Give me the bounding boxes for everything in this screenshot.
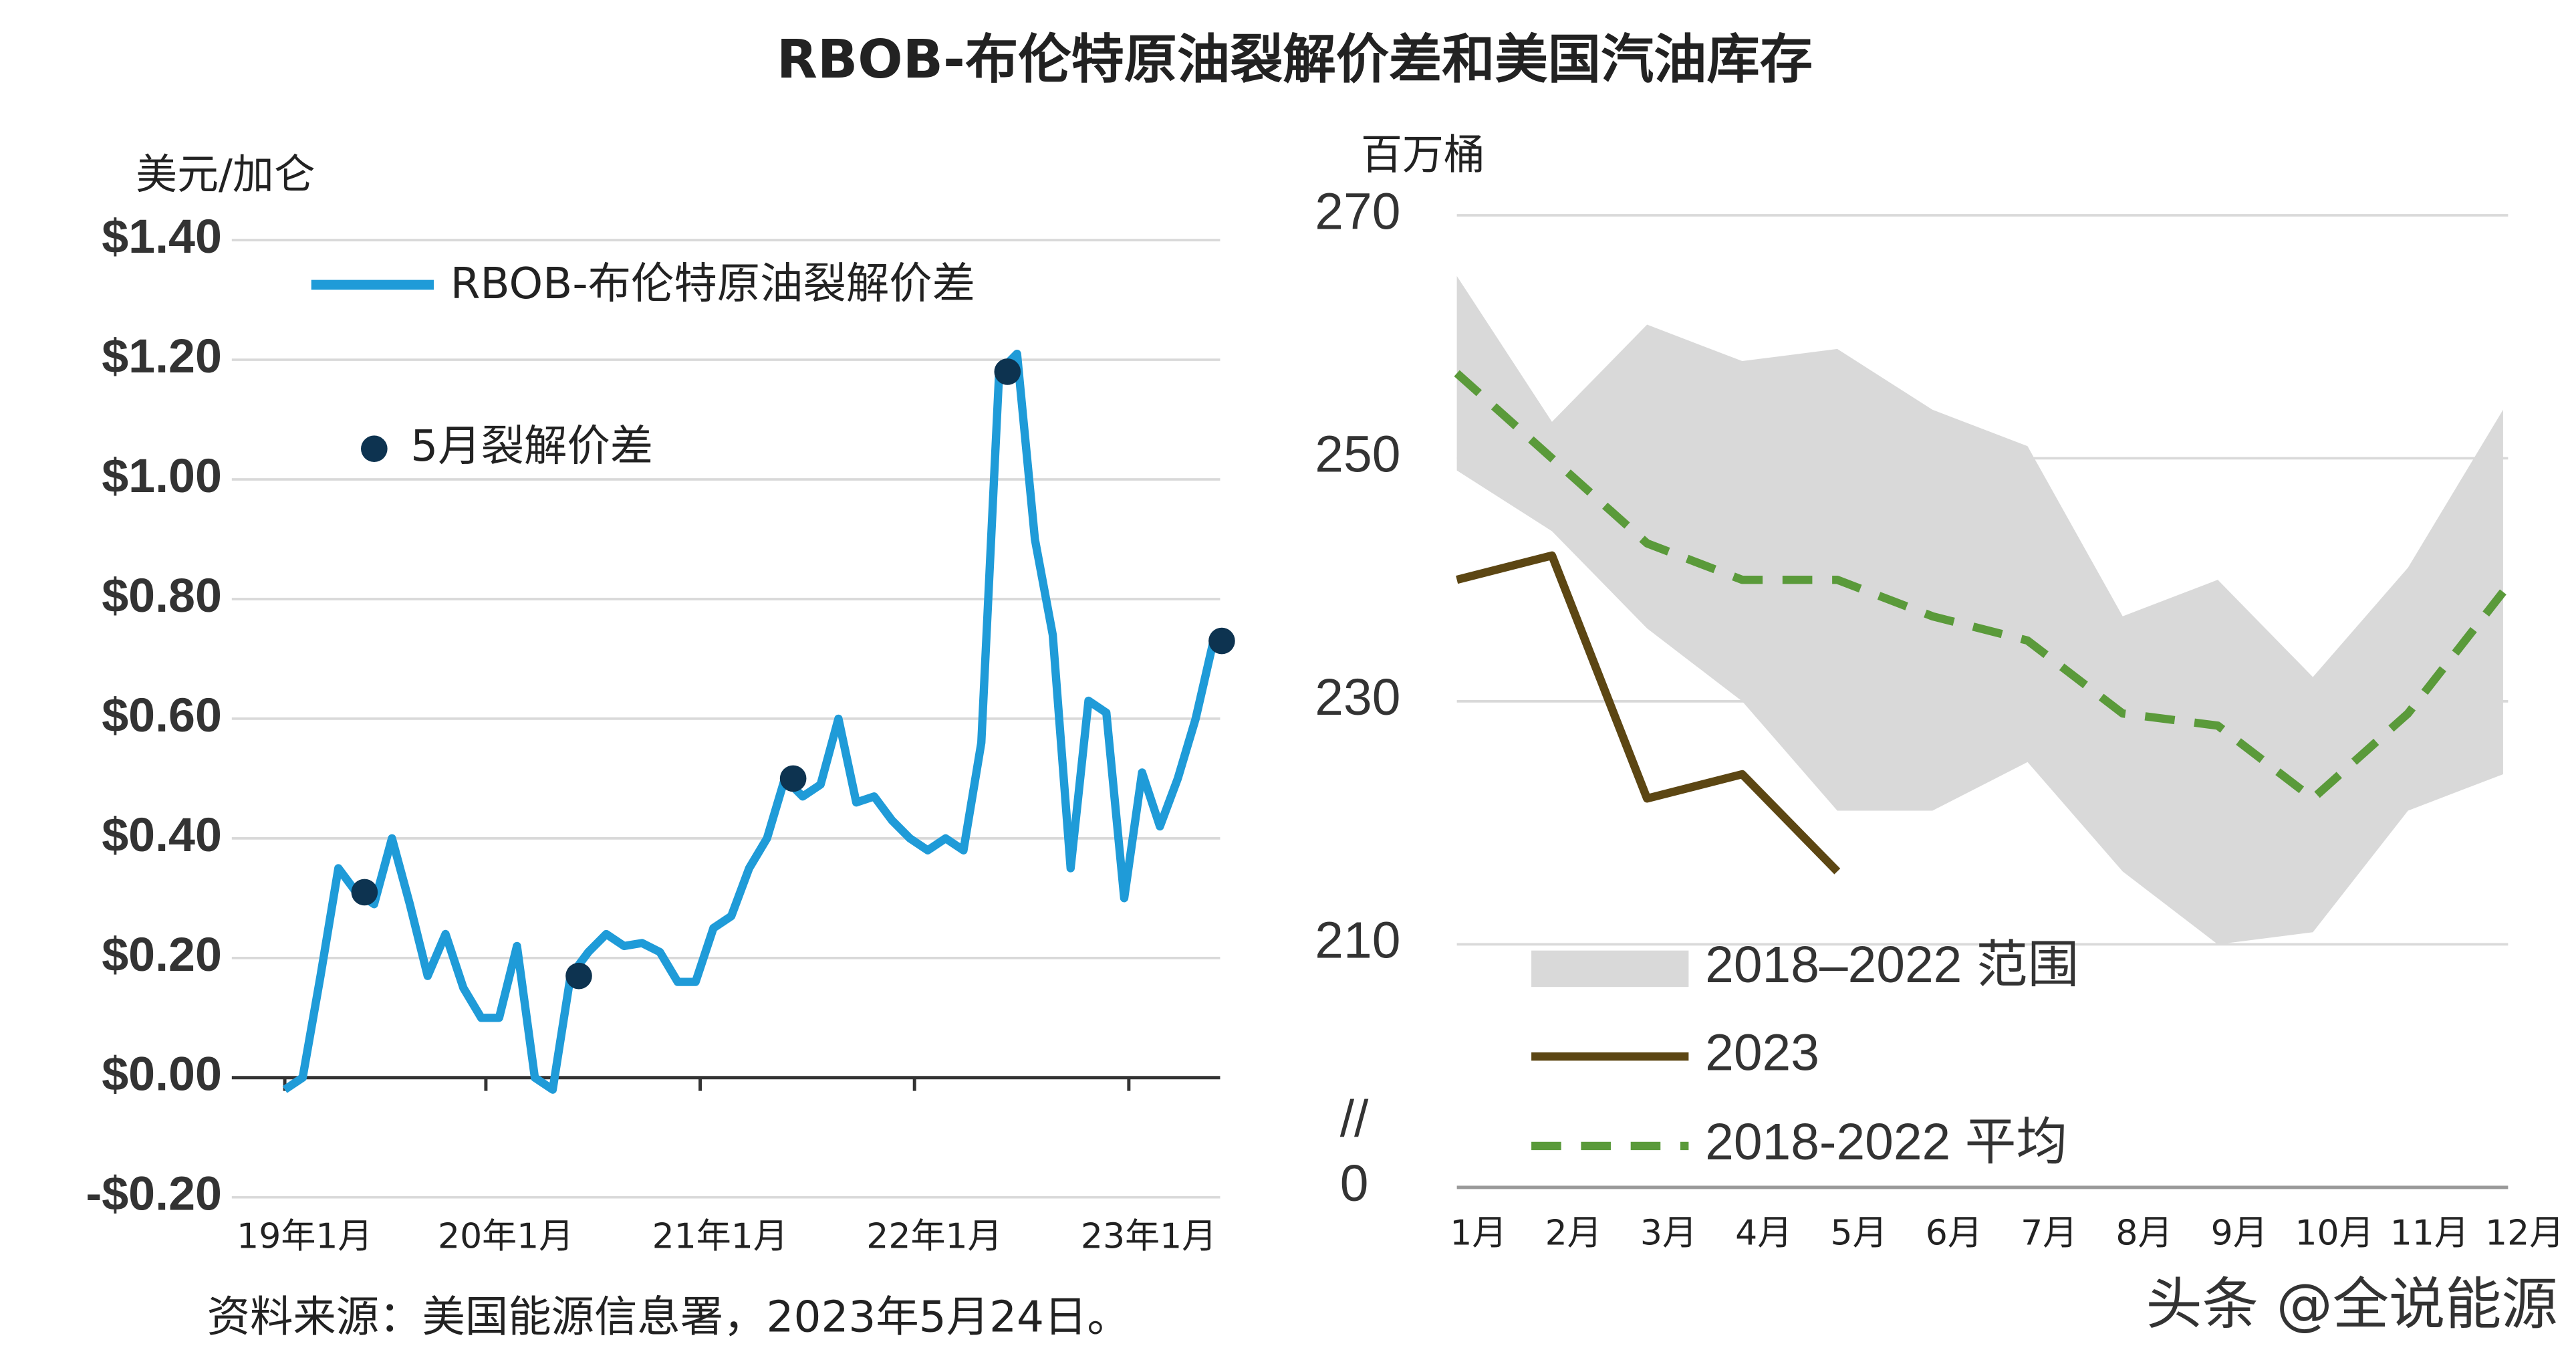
source-note: 资料来源：美国能源信息署，2023年5月24日。 [207, 1292, 1130, 1343]
x-tick-label: 1月 [1450, 1214, 1507, 1254]
chart-title: RBOB-布伦特原油裂解价差和美国汽油库存 [777, 28, 1813, 90]
marker [994, 358, 1021, 385]
x-tick-label: 21年1月 [652, 1217, 788, 1257]
line-series [282, 349, 1218, 1094]
x-tick-label: 9月 [2211, 1214, 2268, 1254]
y-tick-label: 230 [1315, 669, 1400, 726]
y-tick-label: $0.40 [102, 808, 222, 862]
legend-label: 2023 [1705, 1024, 1819, 1081]
range-band [1456, 275, 2503, 945]
x-tick-label: 11月 [2390, 1214, 2469, 1254]
legend-swatch [361, 435, 388, 463]
x-tick-label: 2月 [1545, 1214, 1602, 1254]
y-axis-label: 百万桶 [1361, 130, 1485, 179]
marker [1208, 627, 1235, 655]
line-series [1456, 551, 1841, 875]
y-tick-label: 270 [1315, 183, 1400, 240]
x-tick-label: 23年1月 [1081, 1217, 1216, 1257]
x-tick-label: 7月 [2021, 1214, 2077, 1254]
y-tick-label: $0.60 [102, 689, 222, 742]
y-tick-label: 250 [1315, 427, 1400, 483]
marker [565, 962, 592, 990]
x-tick-label: 4月 [1735, 1214, 1792, 1254]
legend-label: 2018-2022 平均 [1705, 1114, 2067, 1171]
y-tick-label: $1.20 [102, 330, 222, 383]
x-tick-label: 12月 [2485, 1214, 2564, 1254]
legend-label: RBOB-布伦特原油裂解价差 [450, 259, 975, 309]
marker [351, 879, 378, 906]
marker [779, 765, 807, 792]
legend-label: 5月裂解价差 [410, 421, 653, 471]
line-series [1454, 370, 2506, 803]
axis-break-label: 0 [1340, 1155, 1369, 1212]
axis-break-symbol: // [1340, 1091, 1369, 1148]
y-axis-label: 美元/加仑 [136, 150, 315, 199]
y-tick-label: $0.80 [102, 569, 222, 622]
y-tick-label: $0.00 [102, 1048, 222, 1101]
x-tick-label: 3月 [1640, 1214, 1697, 1254]
x-tick-label: 8月 [2115, 1214, 2172, 1254]
x-tick-label: 5月 [1830, 1214, 1887, 1254]
y-tick-label: 210 [1315, 913, 1400, 969]
y-tick-label: $1.00 [102, 449, 222, 503]
legend-label: 2018–2022 范围 [1705, 937, 2079, 994]
legend-swatch [1531, 950, 1689, 988]
watermark: 头条 @全说能源 [2146, 1272, 2557, 1337]
x-tick-label: 10月 [2295, 1214, 2373, 1254]
x-tick-label: 20年1月 [438, 1217, 573, 1257]
x-tick-label: 22年1月 [866, 1217, 1002, 1257]
x-tick-label: 6月 [1926, 1214, 1982, 1254]
y-tick-label: $1.40 [102, 210, 222, 263]
x-tick-label: 19年1月 [237, 1217, 372, 1257]
y-tick-label: $0.20 [102, 928, 222, 982]
y-tick-label: -$0.20 [86, 1167, 222, 1221]
